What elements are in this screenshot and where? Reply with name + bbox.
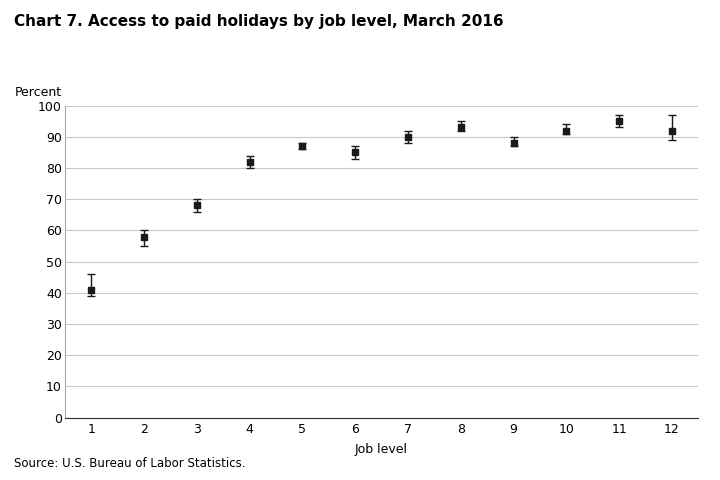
Text: Chart 7. Access to paid holidays by job level, March 2016: Chart 7. Access to paid holidays by job … [14, 14, 504, 29]
Text: Source: U.S. Bureau of Labor Statistics.: Source: U.S. Bureau of Labor Statistics. [14, 457, 246, 470]
X-axis label: Job level: Job level [355, 443, 408, 456]
Text: Percent: Percent [14, 86, 61, 99]
